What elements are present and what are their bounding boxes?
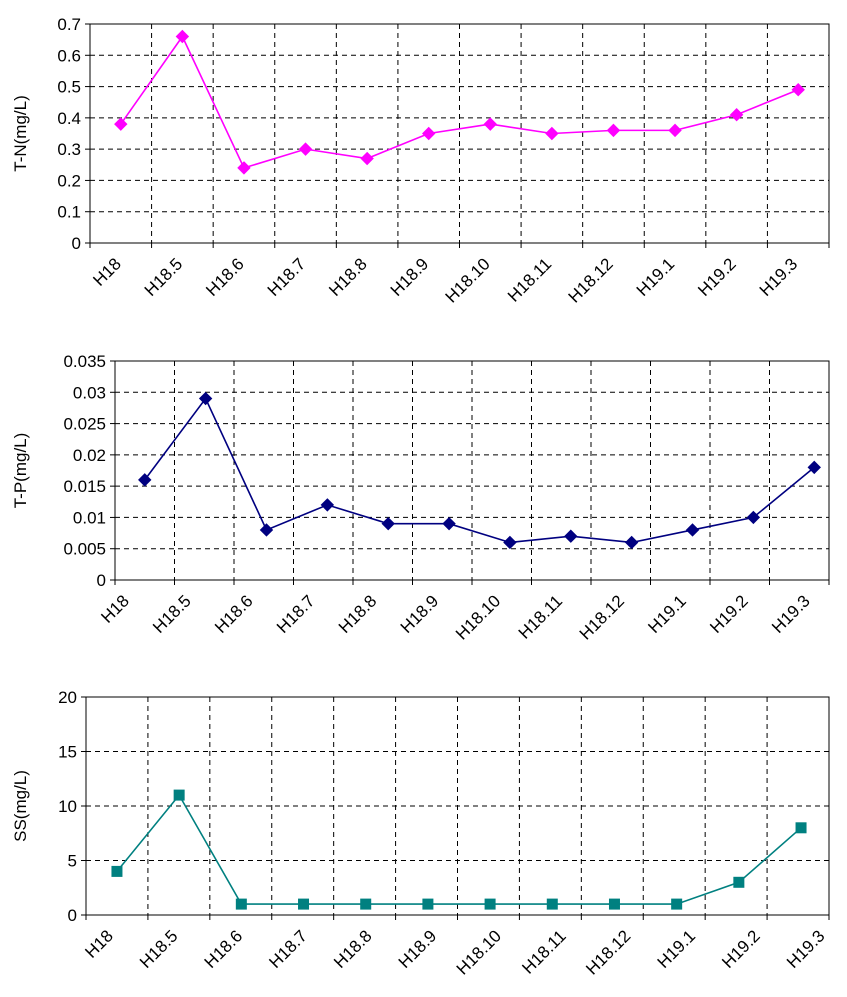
data-point [423,899,433,909]
data-point [796,823,806,833]
chart-1: 0 0.1 0.2 0.3 0.4 0.5 0.6 0.7 H18 H18.5 H18.6 H18.7… [11,15,829,307]
x-tick-label: H18.11 [518,926,569,977]
x-tick-label: H18.11 [504,254,555,305]
chart-3: 0 5 10 15 20 H18 H18.5 H18.6 H18.7 H18.8 H18.9 H18.… [11,688,829,979]
x-tick-label: H19.3 [783,926,829,972]
x-tick-label: H18.5 [141,254,187,300]
data-point [734,877,744,887]
data-point [609,899,619,909]
y-tick-label: 0.4 [57,109,81,128]
data-point [236,899,246,909]
y-tick-label: 20 [58,688,77,707]
data-point [672,899,682,909]
y-tick-label: 0 [72,234,81,253]
x-tick-label: H19.1 [644,591,690,637]
x-tick-label: H18.8 [330,926,376,972]
x-tick-label: H18.10 [442,254,494,306]
x-tick-label: H18 [97,591,132,626]
x-tick-label: H18 [89,254,124,289]
y-tick-label: 0.5 [57,78,81,97]
x-tick-label: H18.5 [136,926,182,972]
x-tick-label: H18.8 [335,591,381,637]
x-tick-label: H18.6 [211,591,257,637]
y-tick-label: 0 [97,571,106,590]
x-tick-label: H18.9 [387,254,433,300]
y-tick-label: 0.015 [63,477,106,496]
x-tick-label: H18.9 [395,926,441,972]
y-axis-title: T-P(mg/L) [11,433,30,509]
data-point [112,866,122,876]
y-tick-label: 10 [58,797,77,816]
data-point [174,790,184,800]
x-tick-label: H18.10 [453,926,505,978]
data-point [485,899,495,909]
x-tick-label: H18.5 [149,591,195,637]
y-tick-label: 15 [58,743,77,762]
y-tick-label: 0.005 [63,540,106,559]
y-tick-label: 0.6 [57,46,81,65]
y-tick-label: 0.03 [73,383,106,402]
y-tick-label: 0.01 [73,508,106,527]
y-tick-label: 0.1 [57,203,81,222]
y-axis-title: T-N(mg/L) [11,95,30,172]
x-tick-label: H19.1 [654,926,700,972]
x-tick-label: H19.1 [633,254,679,300]
x-tick-label: H19.2 [694,254,740,300]
data-point [299,899,309,909]
y-tick-label: 0.7 [57,15,81,34]
x-tick-label: H18.9 [397,591,443,637]
x-tick-label: H18.6 [202,254,248,300]
x-tick-label: H18.8 [325,254,371,300]
y-tick-label: 0 [68,906,77,925]
x-tick-label: H19.2 [718,926,764,972]
data-point [361,899,371,909]
y-tick-label: 0.025 [63,415,106,434]
x-tick-label: H18.12 [576,591,628,643]
x-tick-label: H18.12 [582,926,634,978]
y-tick-label: 5 [68,852,77,871]
x-tick-label: H19.2 [706,591,752,637]
x-tick-label: H18.6 [201,926,247,972]
x-tick-label: H19.3 [756,254,802,300]
x-tick-label: H18.7 [273,591,319,637]
x-tick-label: H18.12 [565,254,617,306]
x-tick-label: H19.3 [768,591,814,637]
x-tick-label: H18.7 [265,926,311,972]
data-point [547,899,557,909]
y-tick-label: 0.02 [73,446,106,465]
y-axis-title: SS(mg/L) [11,770,30,842]
y-tick-label: 0.035 [63,352,106,371]
chart-2: 0 0.005 0.01 0.015 0.02 0.025 0.03 0.035 H18 H18.… [11,352,829,644]
x-tick-label: H18.11 [515,591,566,642]
y-tick-label: 0.2 [57,171,81,190]
x-tick-label: H18.10 [452,591,504,643]
y-tick-label: 0.3 [57,140,81,159]
x-tick-label: H18 [81,926,116,961]
x-tick-label: H18.7 [264,254,310,300]
